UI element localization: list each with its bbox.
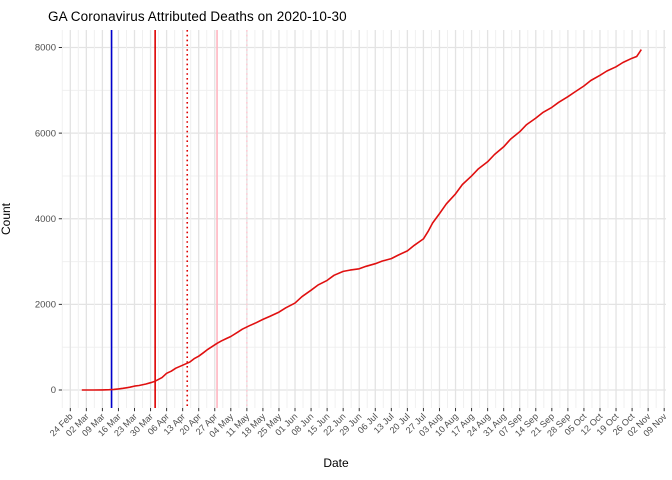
y-tick-label: 8000 — [35, 43, 56, 54]
chart-title: GA Coronavirus Attributed Deaths on 2020… — [48, 9, 347, 24]
y-tick-label: 6000 — [35, 128, 56, 139]
y-axis-title: Count — [0, 202, 13, 236]
y-tick-label: 4000 — [35, 214, 56, 225]
cumulative-deaths-line — [81, 49, 642, 391]
y-tick-label: 2000 — [35, 300, 56, 311]
x-axis-title: Date — [323, 456, 349, 470]
y-tick-label: 0 — [51, 385, 56, 396]
